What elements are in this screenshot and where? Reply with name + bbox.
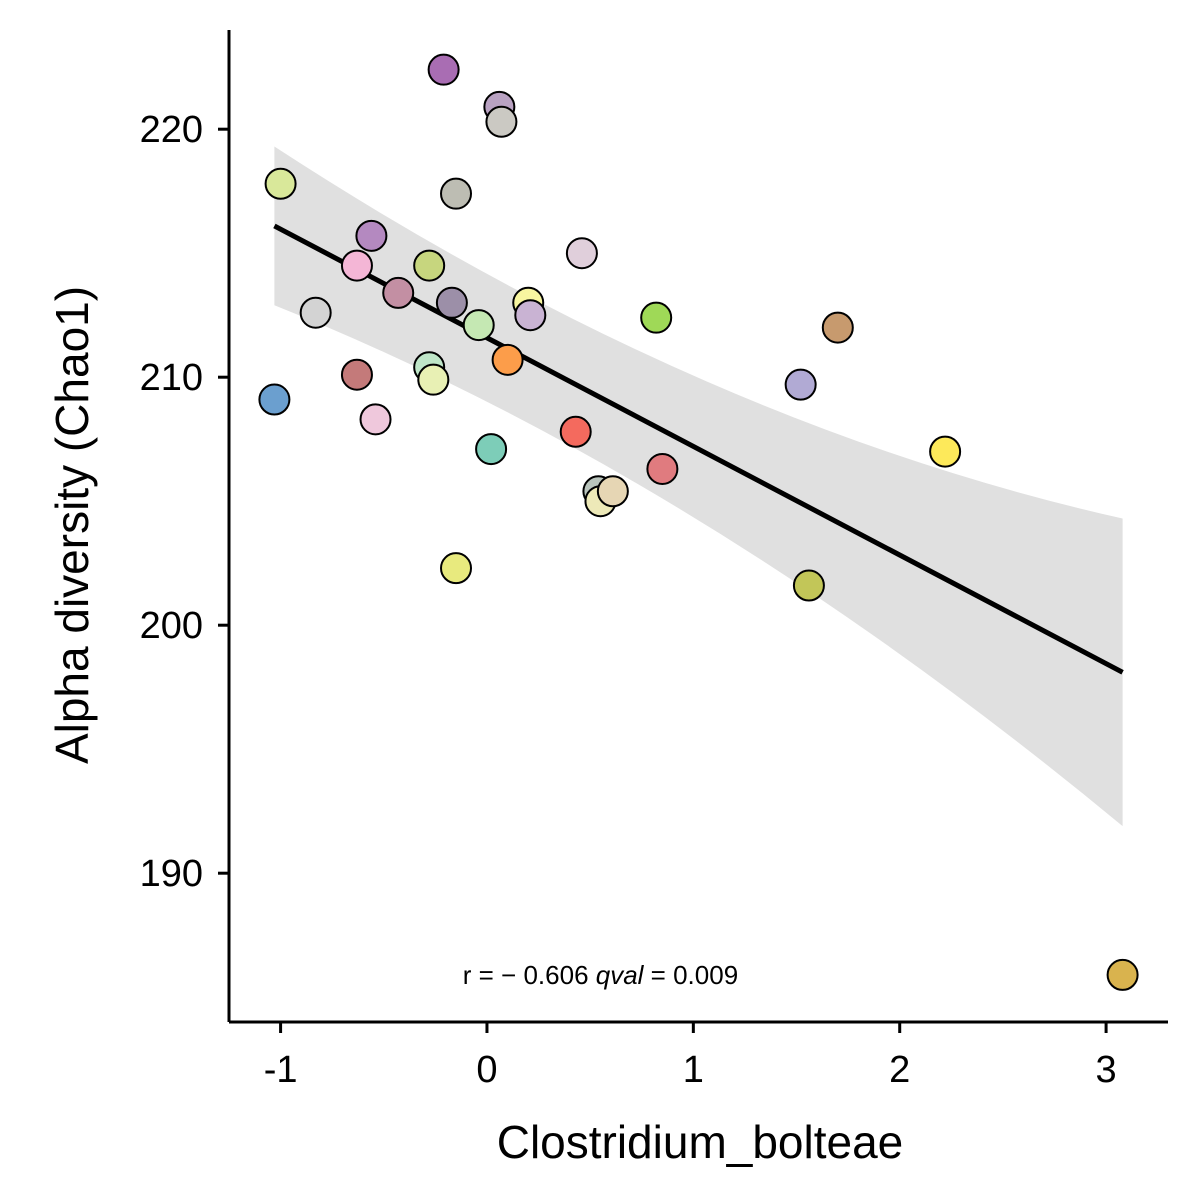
data-point (929, 435, 962, 468)
y-axis-title: Alpha diversity (Chao1) (46, 286, 98, 764)
data-point (264, 167, 297, 200)
data-point (821, 311, 854, 344)
data-point (784, 368, 817, 401)
data-point (792, 569, 825, 602)
confidence-band-layer (274, 146, 1123, 827)
annotation-prefix: r = − 0.606 (463, 960, 596, 990)
data-point (559, 415, 592, 448)
regression-line (273, 223, 1124, 675)
data-point (427, 53, 460, 86)
axes-layer: -1 0 1 2 3 190 200 210 220 (140, 30, 1168, 1091)
x-tick-label: 3 (1096, 1049, 1117, 1091)
x-axis-title: Clostridium_bolteae (497, 1116, 904, 1168)
data-point (299, 296, 332, 329)
data-point (596, 475, 629, 508)
data-point (1106, 958, 1139, 991)
data-point (491, 343, 524, 376)
regression-line-layer (273, 223, 1124, 675)
data-point (340, 358, 373, 391)
y-tick-label: 190 (140, 853, 203, 895)
data-point (413, 249, 446, 282)
data-point (440, 177, 473, 210)
data-point (359, 403, 392, 436)
y-tick-label: 220 (140, 109, 203, 151)
data-point (440, 552, 473, 585)
data-point (435, 286, 468, 319)
data-point (258, 383, 291, 416)
annotation-suffix: = 0.009 (643, 960, 738, 990)
data-point (340, 249, 373, 282)
data-point (417, 363, 450, 396)
data-points-layer (258, 53, 1139, 991)
data-point (640, 301, 673, 334)
data-point (462, 309, 495, 342)
correlation-annotation: r = − 0.606 qval = 0.009 (463, 960, 738, 990)
x-tick-label: 1 (683, 1049, 704, 1091)
y-tick-label: 200 (140, 605, 203, 647)
annotation-qval: qval (596, 960, 645, 990)
data-point (475, 433, 508, 466)
data-point (514, 299, 547, 332)
data-point (382, 276, 415, 309)
y-tick-label: 210 (140, 357, 203, 399)
data-point (565, 237, 598, 270)
x-tick-label: 2 (889, 1049, 910, 1091)
data-point (646, 452, 679, 485)
x-tick-label: 0 (476, 1049, 497, 1091)
confidence-band (274, 146, 1123, 827)
x-tick-label: -1 (264, 1049, 298, 1091)
data-point (485, 105, 518, 138)
data-point (355, 219, 388, 252)
